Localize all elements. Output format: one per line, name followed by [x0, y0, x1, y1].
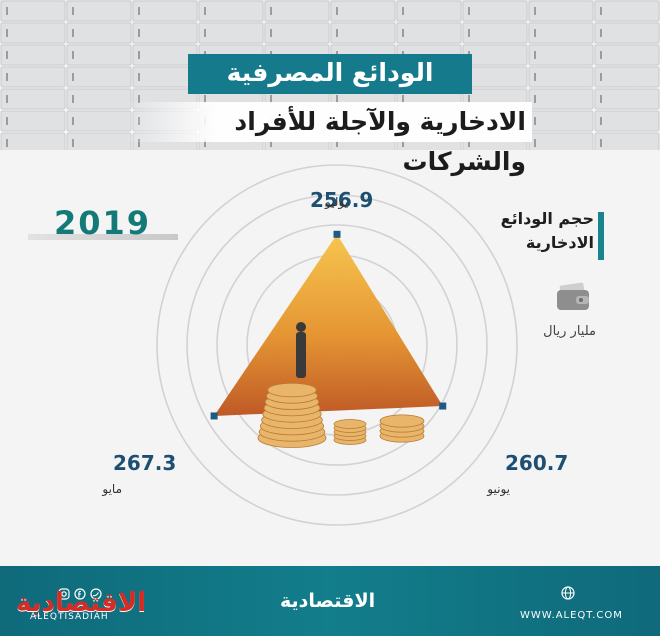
value-label: 267.3: [113, 451, 176, 475]
social-handle[interactable]: ALEQTISADIAH: [30, 612, 109, 622]
legend-accent-bar: [598, 212, 604, 260]
radar-ring: [186, 194, 488, 496]
category-label: يوليو: [324, 195, 348, 210]
year-underline: [28, 234, 178, 240]
year-label: 2019: [54, 204, 152, 242]
page-title: الودائع المصرفية: [226, 58, 434, 87]
facebook-icon[interactable]: [74, 588, 86, 600]
category-label: يونيو: [486, 482, 510, 497]
value-label: 260.7: [505, 451, 568, 475]
data-point-marker: [210, 412, 218, 420]
data-point-marker: [439, 402, 447, 410]
radar-ring: [216, 224, 458, 466]
value-label: 256.9: [310, 188, 373, 212]
category-label: مايو: [101, 482, 122, 497]
twitter-icon[interactable]: [90, 588, 102, 600]
data-point-marker: [333, 230, 341, 238]
globe-icon: [561, 586, 575, 600]
wallet-icon: [557, 282, 589, 310]
brand-logo-left: الاقتصادية: [16, 588, 147, 618]
brand-logo-center: الاقتصادية: [280, 590, 376, 612]
data-triangle: [214, 234, 443, 416]
page-subtitle: الادخارية والآجلة للأفراد والشركات: [126, 102, 532, 176]
social-icons: [58, 588, 102, 600]
radar-ring: [156, 164, 518, 526]
instagram-icon[interactable]: [58, 588, 70, 600]
coins-illustration: [257, 322, 425, 448]
footer-bar: [0, 566, 660, 636]
unit-label: مليار ريال: [543, 324, 596, 339]
title-box: [188, 54, 472, 94]
legend-label: حجم الودائع الادخارية: [500, 209, 594, 252]
website-url[interactable]: WWW.ALEQT.COM: [520, 610, 623, 621]
year-block: 2019: [28, 204, 178, 242]
